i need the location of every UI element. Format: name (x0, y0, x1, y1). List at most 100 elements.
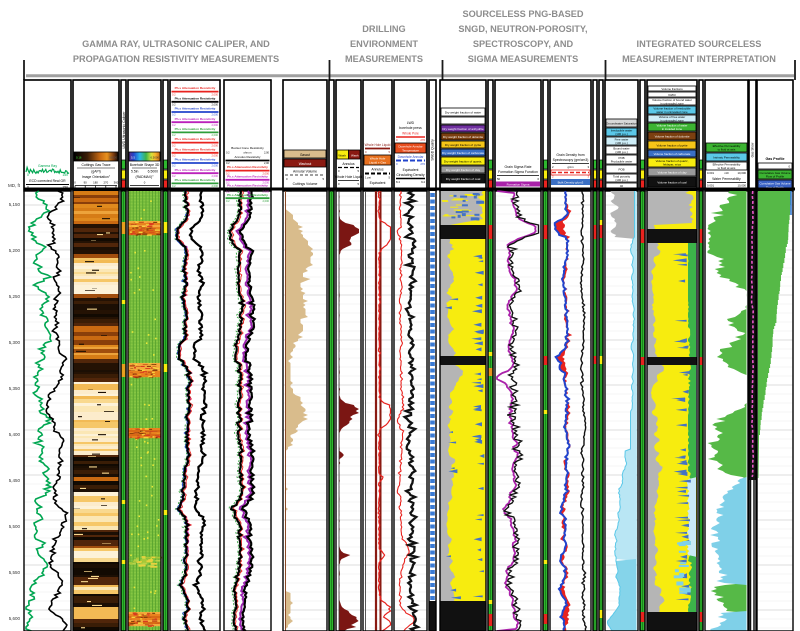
svg-text:Volume fraction of irreducible: Volume fraction of irreducible (653, 107, 691, 111)
svg-text:Circulating Density: Circulating Density (396, 173, 425, 177)
svg-text:5: 5 (388, 176, 390, 180)
svg-text:5: 5 (322, 177, 324, 181)
svg-text:2,000: 2,000 (263, 190, 270, 194)
svg-text:0: 0 (338, 182, 340, 186)
svg-text:Ph.s Attenuation Resistivity: Ph.s Attenuation Resistivity (227, 174, 268, 178)
svg-text:2,00: 2,00 (264, 151, 270, 155)
svg-text:0.2: 0.2 (172, 92, 176, 96)
svg-text:6.5000: 6.5000 (150, 156, 159, 160)
svg-text:Ph.s Attenuation Resistivity: Ph.s Attenuation Resistivity (175, 127, 216, 131)
svg-text:5,600: 5,600 (9, 616, 21, 621)
svg-text:5,550: 5,550 (9, 570, 21, 575)
svg-text:5,200: 5,200 (9, 248, 21, 253)
svg-text:Volume fraction of coal: Volume fraction of coal (657, 180, 687, 184)
svg-text:2,000: 2,000 (212, 164, 219, 168)
svg-text:Volume fraction of pyrite: Volume fraction of pyrite (656, 143, 687, 147)
svg-text:(100 p.u.): (100 p.u.) (615, 132, 627, 136)
svg-text:2,000: 2,000 (212, 103, 219, 107)
svg-text:Ph.s Attenuation Resistivity: Ph.s Attenuation Resistivity (175, 96, 216, 100)
svg-text:0.2: 0.2 (172, 164, 176, 168)
svg-text:SOURCELESS PNG-BASED: SOURCELESS PNG-BASED (463, 9, 584, 19)
svg-text:GAMMA RAY, ULTRASONIC CALIPER,: GAMMA RAY, ULTRASONIC CALIPER, AND (82, 39, 270, 49)
svg-text:10,000: 10,000 (737, 184, 746, 188)
svg-text:3: 3 (587, 175, 589, 179)
svg-text:SNGD, NEUTRON-POROSITY,: SNGD, NEUTRON-POROSITY, (458, 24, 587, 34)
svg-text:Producible water: Producible water (611, 160, 633, 164)
svg-text:water in uninvaded zone: water in uninvaded zone (656, 110, 688, 114)
svg-text:360: 360 (114, 181, 119, 185)
svg-text:40: 40 (620, 184, 624, 188)
svg-text:5,300: 5,300 (9, 340, 21, 345)
svg-text:0.001: 0.001 (707, 171, 714, 175)
svg-text:Equivalent: Equivalent (403, 168, 419, 172)
svg-text:(100 p.u.): (100 p.u.) (615, 150, 627, 154)
svg-text:0.001: 0.001 (707, 184, 714, 188)
svg-text:5: 5 (357, 169, 359, 173)
svg-text:Downhole Annular: Downhole Annular (398, 155, 425, 159)
svg-text:5: 5 (357, 182, 359, 186)
svg-text:270: 270 (103, 181, 108, 185)
svg-text:Whole Hole: Whole Hole (370, 156, 386, 160)
svg-text:in invaded zone: in invaded zone (662, 127, 683, 131)
svg-text:(gAPI): (gAPI) (91, 170, 101, 174)
svg-text:0.16: 0.16 (76, 156, 82, 160)
svg-text:SPECTROSCOPY, AND: SPECTROSCOPY, AND (473, 39, 574, 49)
svg-text:Annular Volume: Annular Volume (293, 170, 317, 174)
svg-text:2,000: 2,000 (212, 133, 219, 137)
svg-text:1 psi: 1 psi (365, 176, 371, 180)
svg-text:Dry weight fraction of anhydri: Dry weight fraction of anhydrite (442, 127, 484, 131)
svg-text:Bulk Density g/cm3: Bulk Density g/cm3 (558, 181, 584, 185)
svg-text:Downhole Annular: Downhole Annular (398, 144, 422, 148)
svg-text:5,450: 5,450 (9, 478, 21, 483)
svg-text:5.5: 5.5 (131, 156, 135, 160)
svg-text:8.4: 8.4 (396, 180, 400, 184)
svg-text:2,000: 2,000 (263, 181, 270, 185)
svg-text:feldspar, mica: feldspar, mica (663, 163, 681, 167)
svg-text:2,000: 2,000 (212, 123, 219, 127)
svg-text:5,350: 5,350 (9, 386, 21, 391)
svg-text:Cuttings Volume: Cuttings Volume (293, 182, 318, 186)
svg-text:Intrinsic Permeability: Intrinsic Permeability (713, 155, 740, 159)
svg-text:3: 3 (587, 165, 589, 169)
svg-text:SIGMA MEASUREMENTS: SIGMA MEASUREMENTS (468, 54, 578, 64)
svg-text:Image Orientation°: Image Orientation° (82, 175, 111, 179)
svg-text:Ph.s Attenuation Resistivity: Ph.s Attenuation Resistivity (175, 147, 216, 151)
svg-text:Dry weight fraction of water: Dry weight fraction of water (445, 110, 481, 114)
svg-text:5,400: 5,400 (9, 432, 21, 437)
svg-text:Volume fraction of dolomite: Volume fraction of dolomite (655, 134, 690, 138)
svg-text:0: 0 (74, 181, 76, 185)
svg-text:Whole Hole Liquid: Whole Hole Liquid (365, 143, 391, 147)
svg-text:Formation Sigma Function: Formation Sigma Function (498, 170, 538, 174)
svg-text:Ph.s Attenuation Resistivity: Ph.s Attenuation Resistivity (227, 193, 268, 197)
svg-text:g/cm: g/cm (567, 165, 574, 169)
svg-text:50: 50 (497, 177, 501, 181)
svg-text:(100 p.u.): (100 p.u.) (615, 178, 627, 182)
svg-text:Bucket Cone Resistivity: Bucket Cone Resistivity (231, 146, 264, 150)
svg-text:Free water: Free water (615, 138, 629, 142)
svg-text:Equivalent: Equivalent (370, 181, 386, 185)
svg-text:5.5in: 5.5in (131, 170, 138, 174)
svg-text:90: 90 (84, 181, 88, 185)
svg-text:PROPAGATION RESISTIVITY MEASUR: PROPAGATION RESISTIVITY MEASUREMENTS (73, 54, 279, 64)
svg-text:0.2: 0.2 (172, 184, 176, 188)
svg-text:LWD: LWD (407, 121, 415, 125)
svg-text:Volume fraction of carbonate: Volume fraction of carbonate (654, 152, 691, 156)
svg-text:Effective Permeability: Effective Permeability (713, 162, 741, 166)
svg-text:Ph.s Attenuation Resistivity: Ph.s Attenuation Resistivity (175, 178, 216, 182)
svg-text:Gascut: Gascut (300, 153, 310, 157)
svg-text:to fluid at axis: to fluid at axis (718, 148, 736, 152)
svg-text:Borehole Shape 3D: Borehole Shape 3D (130, 163, 160, 167)
svg-text:Washout: Washout (299, 162, 312, 166)
svg-text:5,500: 5,500 (9, 524, 21, 529)
svg-text:Grain Density from: Grain Density from (556, 153, 584, 157)
svg-text:Volume fraction of bound water: Volume fraction of bound water (652, 98, 692, 102)
svg-text:Whole Pore: Whole Pore (402, 132, 419, 136)
svg-text:Annulus: Annulus (371, 168, 384, 172)
svg-text:2,000: 2,000 (263, 171, 270, 175)
svg-text:0: 0 (27, 173, 29, 177)
svg-text:(100 p.u.): (100 p.u.) (615, 141, 627, 145)
svg-text:Annulus: Annulus (342, 162, 355, 166)
svg-text:0.2: 0.2 (172, 133, 176, 137)
svg-text:0: 0 (286, 177, 288, 181)
svg-text:0: 0 (788, 165, 790, 169)
